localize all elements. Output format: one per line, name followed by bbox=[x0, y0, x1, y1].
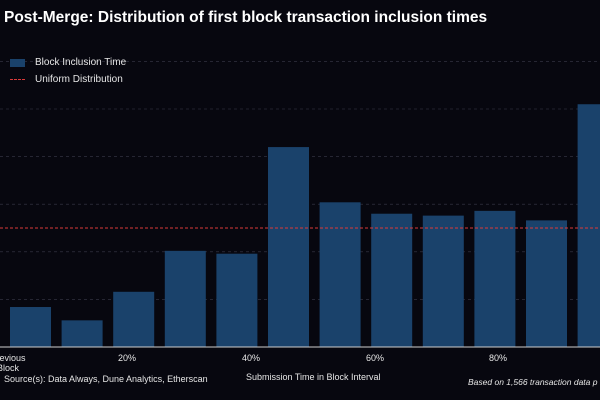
bar bbox=[113, 291, 155, 347]
bar bbox=[577, 104, 600, 348]
bar bbox=[164, 250, 206, 347]
bar bbox=[319, 202, 361, 347]
x-tick-label: PreviousBlock bbox=[0, 353, 26, 373]
bar bbox=[10, 307, 51, 347]
legend-label-block-inclusion: Block Inclusion Time bbox=[35, 57, 127, 68]
bars bbox=[10, 104, 600, 348]
legend-swatch-bar bbox=[10, 58, 25, 67]
bar bbox=[474, 210, 516, 347]
x-tick-label: 80% bbox=[489, 353, 507, 363]
legend: Block Inclusion Time Uniform Distributio… bbox=[10, 54, 126, 88]
bar bbox=[422, 215, 464, 347]
bar bbox=[216, 253, 258, 347]
x-tick-labels: PreviousBlock 20% 40% 60% 80% bbox=[0, 353, 507, 373]
legend-item-block-inclusion: Block Inclusion Time bbox=[10, 54, 126, 71]
source-note: Source(s): Data Always, Dune Analytics, … bbox=[4, 374, 208, 384]
bar bbox=[526, 220, 567, 347]
data-note: Based on 1,566 transaction data p bbox=[468, 377, 598, 387]
x-axis-title: Submission Time in Block Interval bbox=[246, 372, 381, 382]
chart-title: Post-Merge: Distribution of first block … bbox=[4, 9, 488, 26]
legend-label-uniform: Uniform Distribution bbox=[35, 74, 123, 85]
bar bbox=[268, 147, 309, 347]
x-tick-label: 20% bbox=[118, 353, 136, 363]
x-tick-label: 60% bbox=[366, 353, 384, 363]
bar bbox=[371, 213, 413, 347]
bar bbox=[61, 320, 103, 347]
x-tick-label: 40% bbox=[242, 353, 260, 363]
legend-swatch-dashed-line bbox=[10, 79, 25, 80]
legend-item-uniform: Uniform Distribution bbox=[10, 71, 126, 88]
